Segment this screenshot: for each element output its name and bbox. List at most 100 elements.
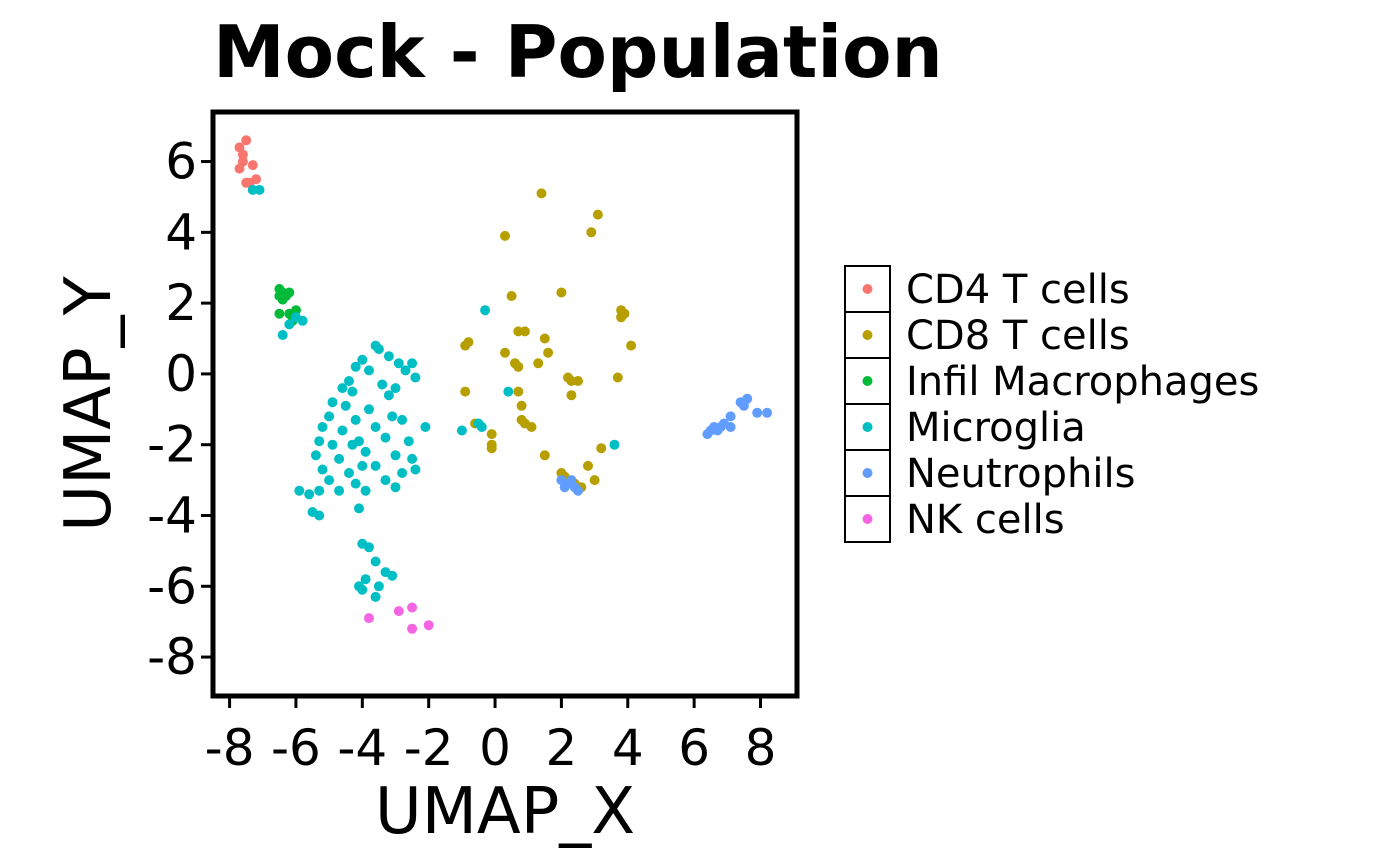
legend-item: CD4 T cells — [844, 265, 1130, 313]
x-axis-title: UMAP_X — [375, 775, 635, 849]
data-point — [304, 489, 315, 500]
data-point — [324, 411, 335, 422]
data-point — [563, 372, 573, 383]
data-point — [277, 294, 288, 305]
legend-key-dot — [862, 376, 873, 386]
legend-key-dot — [862, 330, 873, 340]
legend-item: CD8 T cells — [844, 311, 1130, 359]
y-axis-title: UMAP_Y — [52, 275, 126, 531]
data-point — [393, 358, 404, 369]
data-point — [350, 478, 361, 489]
data-point — [373, 344, 384, 355]
legend-item: Infil Macrophages — [844, 357, 1259, 405]
data-point — [473, 418, 484, 429]
y-tick-label: -2 — [147, 416, 197, 474]
data-point — [725, 422, 736, 432]
y-tick-label: -8 — [147, 628, 197, 686]
data-point — [317, 422, 328, 432]
series-neutrophils — [556, 393, 773, 496]
data-point — [297, 315, 308, 326]
data-point — [573, 376, 583, 386]
data-point — [526, 422, 537, 432]
data-point — [247, 160, 258, 171]
data-point — [390, 450, 401, 461]
data-point — [314, 510, 325, 521]
data-point — [752, 407, 763, 418]
data-point — [364, 613, 374, 624]
data-point — [543, 347, 554, 358]
data-point — [589, 475, 600, 486]
data-point — [536, 188, 547, 199]
data-point — [383, 351, 394, 362]
data-point — [370, 422, 381, 432]
data-point — [566, 390, 577, 401]
data-point — [327, 439, 338, 450]
data-point — [410, 372, 421, 383]
data-point — [612, 372, 623, 383]
data-point — [364, 542, 374, 553]
data-point — [539, 450, 550, 461]
data-point — [583, 460, 593, 471]
legend-key-dot — [862, 468, 873, 478]
series-nk-cells — [364, 602, 434, 634]
data-point — [460, 340, 471, 351]
data-point — [383, 390, 394, 401]
data-point — [506, 291, 517, 301]
x-tick-label: 2 — [546, 719, 578, 777]
data-point — [407, 453, 418, 464]
data-point — [357, 460, 368, 471]
data-point — [241, 135, 252, 146]
data-point — [480, 305, 491, 316]
data-point — [393, 606, 404, 617]
data-point — [387, 570, 398, 581]
data-point — [503, 386, 514, 397]
data-point — [347, 439, 358, 450]
y-tick-label: -6 — [147, 557, 197, 615]
data-point — [277, 330, 288, 340]
data-point — [762, 407, 773, 418]
data-point — [397, 468, 408, 478]
data-point — [380, 475, 391, 486]
legend-item: NK cells — [844, 495, 1065, 543]
data-point — [566, 475, 577, 486]
data-point — [317, 464, 328, 475]
data-point — [284, 287, 295, 298]
data-point — [456, 425, 467, 436]
data-point — [738, 400, 749, 411]
data-point — [237, 149, 248, 160]
plot-border — [210, 109, 800, 699]
data-point — [626, 340, 637, 351]
data-point — [274, 308, 285, 319]
y-tick-label: 0 — [165, 345, 197, 403]
series-microglia — [247, 184, 620, 602]
data-point — [539, 333, 550, 344]
legend-label: Microglia — [906, 405, 1086, 451]
legend-label: Neutrophils — [906, 451, 1135, 497]
y-tick-label: 6 — [165, 133, 197, 191]
data-point — [556, 287, 567, 298]
data-point — [516, 400, 527, 411]
data-point — [573, 485, 583, 496]
legend-label: NK cells — [906, 497, 1065, 543]
data-point — [592, 209, 603, 220]
y-tick-label: 4 — [165, 203, 197, 261]
data-point — [344, 468, 354, 478]
legend-key-box — [844, 357, 891, 405]
data-point — [337, 425, 348, 436]
data-point — [370, 460, 381, 471]
data-point — [513, 386, 524, 397]
data-point — [350, 414, 361, 425]
data-point — [407, 358, 418, 369]
x-tick-label: 4 — [612, 719, 644, 777]
data-point — [357, 354, 368, 365]
data-point — [354, 581, 364, 592]
x-tick-label: -6 — [271, 719, 321, 777]
legend-label: CD8 T cells — [906, 313, 1130, 359]
chart-title: Mock - Population — [213, 10, 943, 94]
legend-label: Infil Macrophages — [906, 359, 1259, 405]
data-point — [347, 386, 358, 397]
data-point — [519, 326, 530, 337]
data-point — [364, 404, 374, 415]
data-point — [460, 386, 471, 397]
